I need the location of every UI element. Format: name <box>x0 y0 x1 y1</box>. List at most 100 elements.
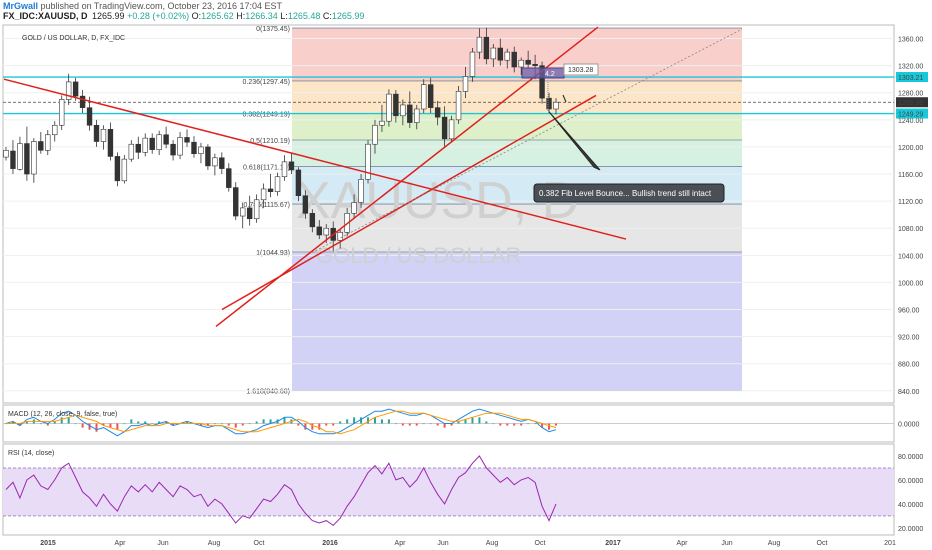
candle-body <box>393 93 399 117</box>
callout-pointer <box>548 111 601 171</box>
candle-body <box>490 47 497 60</box>
rsi-tick: 80.0000 <box>898 454 923 461</box>
macd-title: MACD (12, 26, close, 9, false, true) <box>8 411 117 418</box>
ohlc-open-label: O: <box>191 11 202 21</box>
downtrend-line <box>3 78 627 240</box>
macd-histogram-bar <box>332 423 335 426</box>
time-tick: 201 <box>884 540 896 547</box>
author-link[interactable]: MrGwall <box>3 1 39 11</box>
rsi-title: RSI (14, close) <box>8 450 54 457</box>
candle-body <box>58 99 65 126</box>
price-tag: 1265.99 <box>898 100 923 107</box>
price-tick: 840.00 <box>898 389 920 396</box>
candle-body <box>302 195 309 214</box>
candle-body <box>260 188 267 201</box>
macd-histogram-bar <box>109 423 112 428</box>
fib-label-1: 1(1044.93) <box>256 250 290 257</box>
candle-body <box>52 124 58 136</box>
arrow-up <box>562 94 567 103</box>
candle-body <box>372 124 378 145</box>
macd-histogram-bar <box>220 423 223 425</box>
price-tick: 1280.00 <box>898 91 923 98</box>
macd-histogram-bar <box>144 421 147 424</box>
candle-body <box>177 137 183 156</box>
time-tick: Oct <box>817 540 828 547</box>
fib-zone-0.382 <box>292 113 742 141</box>
macd-histogram-bar <box>11 421 14 424</box>
fib-diagonal-line <box>311 28 743 253</box>
macd-histogram-bar <box>450 423 453 426</box>
fib-label-0.382: 0.382(1249.19) <box>243 112 290 119</box>
candle-body <box>295 169 302 197</box>
fib-label-0: 0(1375.45) <box>256 26 290 33</box>
price-tag-bg <box>896 97 928 108</box>
rsi-tick: 60.0000 <box>898 478 923 485</box>
candle-body <box>45 134 51 151</box>
candle-body <box>483 36 490 60</box>
time-tick: Apr <box>115 540 127 547</box>
candle-body <box>121 158 128 182</box>
macd-histogram-bar <box>269 419 272 424</box>
price-tick: 1000.00 <box>898 280 923 287</box>
macd-histogram-bar <box>457 421 460 424</box>
time-tick: Jun <box>437 540 448 547</box>
candle-body <box>79 95 86 108</box>
macd-histogram-bar <box>151 423 154 425</box>
candle-body <box>93 124 100 142</box>
fib-zone-1 <box>292 251 742 391</box>
candle-body <box>288 161 295 171</box>
candle-body <box>107 129 114 157</box>
annotations[interactable]: 0.382 Fib Level Bounce... Bullish trend … <box>521 63 725 203</box>
price-tick: 1200.00 <box>898 145 923 152</box>
fib-label-0.786: 0.786(1115.67) <box>244 202 290 209</box>
price-axis[interactable]: 1360.00 1320.00 1280.00 1240.00 1200.00 1160.… <box>896 37 928 396</box>
macd-histogram-bar <box>165 421 168 424</box>
measure-label: 1303.28 <box>568 67 593 74</box>
symbol-name[interactable]: FX_IDC:XAUUSD, D <box>3 11 88 21</box>
candlestick-series[interactable] <box>3 27 559 252</box>
candle-body <box>469 51 476 77</box>
horizontal-levels[interactable] <box>3 76 894 115</box>
price-tick: 960.00 <box>898 308 920 315</box>
macd-histogram-bar <box>373 417 376 424</box>
candle-body <box>365 143 371 180</box>
macd-histogram-bar <box>234 423 237 428</box>
symbol-line: FX_IDC:XAUUSD, D 1265.99 +0.28 (+0.02%) … <box>3 11 364 21</box>
macd-histogram-bar <box>262 419 265 424</box>
macd-histogram-bar <box>408 423 411 426</box>
candle-body <box>504 51 510 61</box>
candle-body <box>267 188 274 192</box>
candle-body <box>170 143 176 156</box>
candle-body <box>281 161 288 178</box>
ohlc-close-label: C: <box>322 11 332 21</box>
macd-histogram-bar <box>297 423 300 426</box>
candle-body <box>156 134 162 150</box>
fibonacci-retracement[interactable]: 0(1375.45) 0.236(1297.45) 0.382(1249.19) 0.… <box>243 26 742 395</box>
macd-histogram-bar <box>380 419 383 424</box>
candle-body <box>539 65 545 99</box>
candle-body <box>205 146 211 167</box>
candle-body <box>198 146 204 155</box>
fib-label-1.618: 1.618(840.68) <box>246 388 290 395</box>
candle-body <box>525 59 531 65</box>
fib-label-0.618: 0.618(1171.19) <box>243 164 290 171</box>
macd-histogram-bar <box>485 421 488 424</box>
candle-body <box>184 137 190 143</box>
macd-histogram-bar <box>527 423 530 425</box>
time-tick: Apr <box>677 540 689 547</box>
macd-histogram-bar <box>325 423 328 426</box>
candle-body <box>65 81 72 100</box>
macd-histogram-bar <box>387 419 390 424</box>
macd-pane: 0.0000 <box>3 408 920 437</box>
time-axis[interactable]: 2015 Apr Jun Aug Oct 2016 Apr Jun Aug Oct 2017 Apr J… <box>40 540 896 547</box>
candle-body <box>546 97 552 110</box>
time-tick: Apr <box>395 540 407 547</box>
candle-body <box>240 207 246 217</box>
macd-histogram-bar <box>401 423 404 426</box>
macd-histogram-bar <box>520 423 523 426</box>
price-tick: 880.00 <box>898 362 920 369</box>
macd-histogram-bar <box>311 423 314 430</box>
candle-body <box>441 116 448 140</box>
macd-histogram-bar <box>88 423 91 430</box>
